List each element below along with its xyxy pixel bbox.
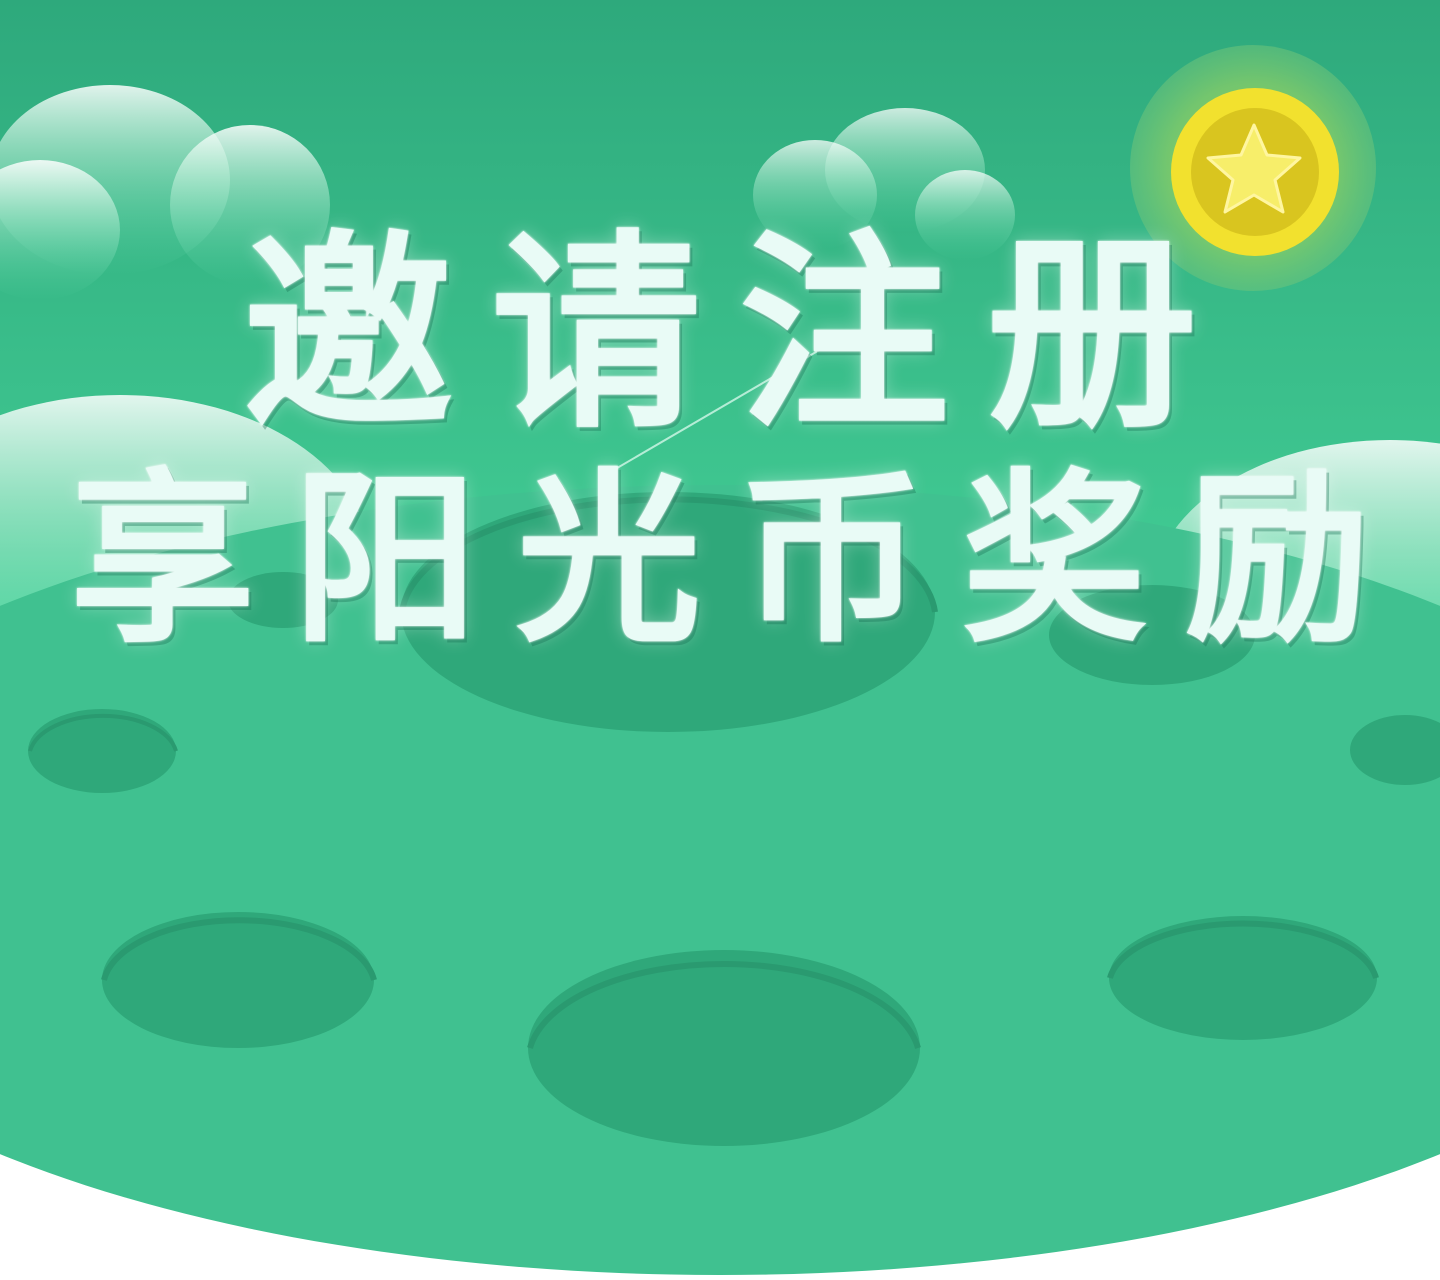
crater bbox=[401, 492, 935, 732]
cloud-top-middle bbox=[753, 108, 1015, 260]
banner-title-line2: 享阳光币奖励 bbox=[70, 452, 1408, 668]
planet-ground bbox=[0, 485, 1440, 1275]
cloud-top-left bbox=[0, 85, 330, 300]
crater bbox=[1049, 585, 1255, 685]
light-streak bbox=[599, 337, 841, 479]
banner-title-line1: 邀请注册 bbox=[242, 212, 1235, 457]
crater bbox=[1109, 916, 1377, 1040]
crater bbox=[1350, 715, 1440, 785]
crater bbox=[228, 572, 338, 628]
crater bbox=[28, 709, 176, 793]
crater bbox=[528, 950, 920, 1146]
crater bbox=[102, 912, 374, 1048]
star-coin-icon bbox=[1130, 45, 1376, 291]
